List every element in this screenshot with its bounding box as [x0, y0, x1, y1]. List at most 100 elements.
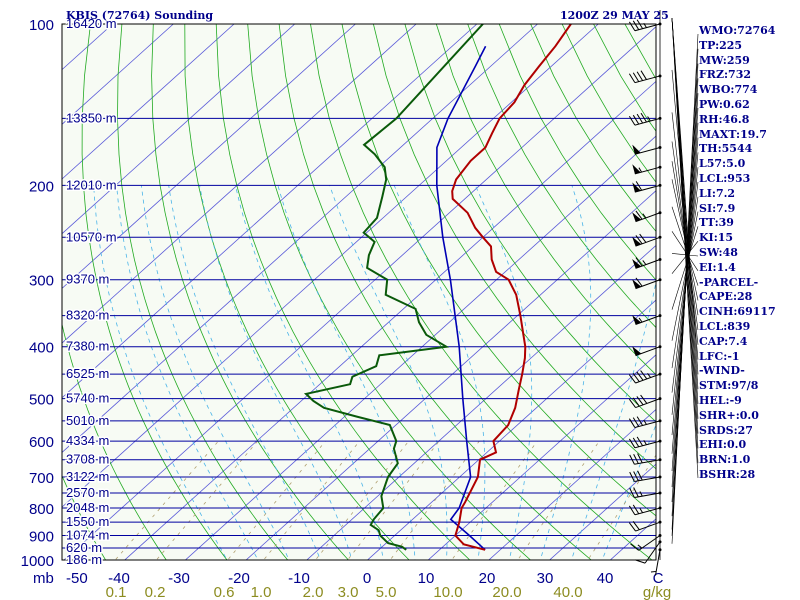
height-label: 186 m — [66, 552, 102, 567]
index-leader-line — [671, 167, 699, 415]
wind-barb — [632, 277, 662, 290]
dry-adiabat — [373, 24, 656, 470]
height-label: 7380 m — [66, 339, 109, 354]
indices-panel: WMO:72764 TP:225 MW:259 FRZ:732 WBO:774 PW:0.… — [699, 24, 800, 483]
barb-flag — [632, 372, 640, 382]
dry-adiabat — [81, 24, 228, 560]
index-row: CAP:7.4 — [699, 334, 748, 348]
pressure-tick-label: 500 — [29, 392, 54, 409]
wind-barb — [632, 345, 662, 357]
dry-adiabat — [117, 24, 289, 560]
wind-barb — [628, 504, 662, 516]
index-leader-line — [671, 211, 699, 341]
isotherm-line — [306, 244, 656, 560]
index-row: MW:259 — [699, 53, 750, 67]
plot-area — [62, 24, 656, 560]
height-label: 5010 m — [66, 413, 109, 428]
barb-half-flag — [639, 508, 644, 513]
barb-pennant — [632, 346, 642, 356]
x-tick-label: C — [653, 570, 664, 587]
barb-half-flag — [638, 317, 643, 323]
index-row: -WIND- — [699, 364, 745, 378]
barb-flag — [635, 277, 643, 287]
barb-origin — [658, 146, 662, 150]
moist-adiabat — [601, 423, 656, 560]
dry-adiabat — [467, 24, 656, 329]
mixing-ratio-label: 0.6 — [214, 584, 235, 600]
barb-half-flag — [637, 544, 643, 549]
height-label: 13850 m — [66, 110, 117, 125]
barb-shaft — [634, 459, 661, 465]
x-tick-label: -50 — [66, 570, 88, 587]
index-leader-line — [671, 253, 699, 257]
isotherm-line — [62, 24, 296, 235]
barb-shaft — [635, 398, 661, 409]
barb-flag — [636, 19, 644, 29]
wind-barb — [635, 540, 662, 564]
isotherm-line — [62, 24, 417, 344]
index-row: SRDS:27 — [699, 423, 753, 437]
pressure-tick-label: 1000 — [21, 553, 54, 570]
x-tick-label: 0 — [363, 570, 371, 587]
moist-adiabat — [116, 185, 259, 560]
wind-barb — [628, 112, 662, 126]
x-tick-label: -20 — [228, 570, 250, 587]
barb-flag — [628, 505, 636, 516]
barb-origin — [658, 116, 662, 120]
x-tick-label: 30 — [537, 570, 554, 587]
index-leader-line — [671, 17, 699, 479]
x-tick-label: 10 — [418, 570, 435, 587]
barb-half-flag — [643, 22, 647, 28]
barb-flag — [632, 437, 640, 448]
index-row: SHR+:0.0 — [699, 408, 759, 422]
barb-origin — [658, 372, 662, 376]
moist-adiabat — [277, 185, 416, 560]
mixing-ratio-label: 20.0 — [492, 584, 521, 600]
index-row: SW:48 — [699, 245, 738, 259]
barb-origin — [658, 533, 662, 537]
barb-shaft — [634, 184, 661, 193]
moist-adiabat — [235, 185, 384, 560]
barb-shaft — [635, 259, 661, 269]
dry-adiabat — [62, 322, 167, 560]
barb-half-flag — [650, 570, 657, 573]
barb-half-flag — [647, 373, 652, 378]
barb-origin — [658, 257, 662, 261]
isotherm-line — [488, 408, 656, 560]
barb-shaft — [634, 147, 661, 155]
index-leader-line — [671, 241, 699, 274]
barb-flag — [640, 370, 648, 380]
barb-shaft — [654, 549, 661, 576]
pressure-tick-label: 800 — [29, 501, 54, 518]
barb-origin — [658, 458, 662, 462]
index-row: BRN:1.0 — [699, 453, 751, 467]
barb-shaft — [635, 279, 661, 290]
moist-adiabat — [474, 185, 533, 560]
wind-barb — [628, 436, 662, 449]
barb-origin — [658, 419, 662, 423]
height-label: 3122 m — [66, 469, 109, 484]
barb-flag — [636, 396, 644, 406]
wind-barb — [632, 314, 662, 325]
barb-origin — [658, 165, 662, 169]
barb-flag — [635, 235, 643, 245]
wind-barb — [628, 520, 662, 532]
wind-barb — [628, 394, 662, 409]
barb-pennant — [632, 182, 641, 193]
barb-flag — [628, 374, 636, 384]
height-label: 2570 m — [66, 485, 109, 500]
barb-flag — [629, 487, 635, 498]
x-tick-label: -10 — [288, 570, 310, 587]
pressure-tick-label: 900 — [29, 528, 54, 545]
x-tick-label: 20 — [479, 570, 496, 587]
temperature-trace — [451, 24, 572, 551]
pressure-tick-label: 200 — [29, 178, 54, 195]
barb-origin — [658, 439, 662, 443]
index-leader-line — [671, 196, 699, 369]
height-label: 5740 m — [66, 391, 109, 406]
barb-flag — [632, 72, 640, 82]
barb-flag — [629, 471, 635, 482]
index-leader-line — [671, 226, 699, 310]
pressure-tick-label: 400 — [29, 340, 54, 357]
wind-barb — [629, 487, 662, 499]
